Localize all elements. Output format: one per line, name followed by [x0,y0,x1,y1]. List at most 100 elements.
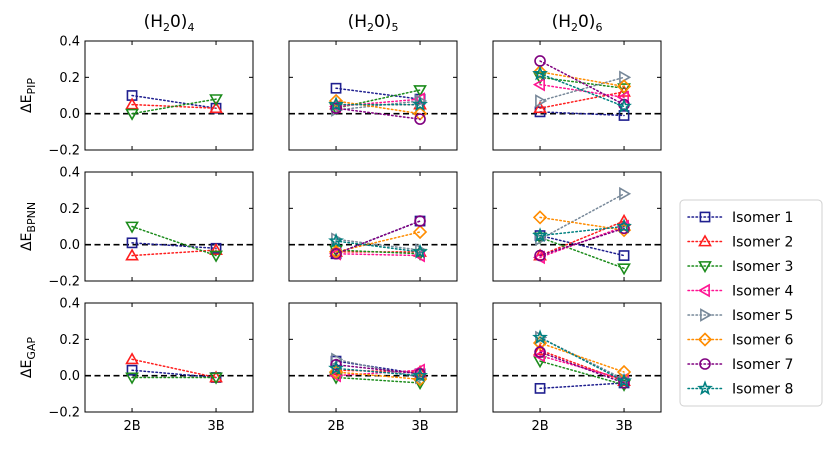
series-6 [532,210,632,238]
legend-marker [699,358,711,370]
series-8 [532,218,632,243]
legend-marker [697,380,713,396]
series-line [539,220,625,257]
ytick-label: 0.0 [59,369,80,384]
panel-frame [288,302,458,413]
series-line [131,225,217,257]
data-point-2b [125,108,139,121]
column-title-3: (H20)6 [552,12,603,34]
data-point-2b [125,352,139,365]
series-1 [534,377,630,394]
data-point-3b [618,110,630,121]
data-point-2b [535,94,548,108]
data-point-3b [412,96,428,112]
data-point-2b [328,364,344,380]
series-line [539,382,625,390]
series-1 [534,106,630,121]
series-line [335,87,421,100]
legend-marker [700,308,713,322]
ytick-label: 0.4 [59,166,80,181]
series-1 [330,82,426,105]
series-line [335,107,421,120]
panel-r3-c1: −0.2 0.0 0.2 0.4 2B 3B [48,297,254,434]
series-line [335,371,421,381]
panel-frame [84,171,254,282]
legend-entry-8: Isomer 8 [687,380,793,398]
data-point-2b [532,65,548,81]
panel-r1-c1: −0.2 0.0 0.2 0.4 [48,35,254,159]
data-point-2b [533,101,547,114]
row-label-group-2: ΔEBPNN [19,202,38,251]
data-point-2b [532,329,548,345]
data-point-2b [533,343,547,356]
series-8 [328,96,428,112]
series-line [539,72,625,108]
series-line [539,236,625,270]
panel-r3-c2: 2B 3B [288,302,458,434]
series-line [539,225,625,237]
ytick-label: 0.4 [59,35,80,50]
row-label-2: ΔEBPNN [19,202,38,251]
data-point-2b [125,221,139,234]
panel-frame [84,302,254,413]
data-point-2b [534,249,546,262]
data-point-2b [330,82,342,94]
panel-r2-c2 [288,171,458,282]
row-label-group-1: ΔEPIP [19,78,38,113]
data-point-3b [209,101,223,114]
panel-frame [84,40,254,151]
series-line [539,336,625,382]
series-line [335,100,421,111]
legend-entry-3: Isomer 3 [687,259,793,275]
data-point-3b [209,372,223,385]
panel-r2-c3 [492,171,662,282]
ytick-label: −0.2 [48,406,80,421]
xtick-label: 2B [327,419,344,434]
legend-label: Isomer 3 [732,259,793,275]
series-line [539,76,625,102]
series-line [335,220,421,255]
data-point-3b [616,218,632,234]
legend-label: Isomer 8 [732,382,793,398]
series-line [131,98,217,115]
legend-entry-4: Isomer 4 [687,284,793,300]
column-title-1: (H20)4 [144,12,195,34]
series-line [335,240,421,253]
legend-label: Isomer 2 [732,235,793,251]
data-point-2b [535,232,548,247]
data-point-3b [618,250,630,261]
series-line [131,242,217,250]
series-line [539,349,625,382]
series-line [539,76,625,89]
data-point-2b [532,77,545,92]
series-line [539,91,625,109]
data-point-3b [412,243,428,259]
data-point-3b [617,263,631,276]
legend-marker [697,332,713,347]
data-point-3b [616,372,632,388]
series-line [335,238,421,251]
series-line [539,227,625,257]
series-7 [534,346,630,389]
data-point-3b [616,98,632,114]
ytick-label: −0.2 [48,144,80,159]
legend: Isomer 1 Isomer 2 Isomer 3 Isomer 4 Isomer 5… [679,199,823,407]
data-point-3b [414,215,426,227]
data-point-3b [616,79,632,94]
series-7 [534,222,630,262]
data-point-2b [125,97,139,110]
legend-entry-1: Isomer 1 [687,210,793,226]
series-line [539,111,625,117]
data-point-3b [413,85,427,98]
legend-label: Isomer 6 [732,333,793,349]
row-label-1: ΔEPIP [19,78,38,113]
series-line [131,358,217,379]
legend-marker [699,211,711,223]
legend-label: Isomer 1 [732,210,793,226]
series-2 [125,97,223,114]
ytick-label: 0.2 [59,71,80,86]
panel-frame [288,171,458,282]
panel-frame [492,302,662,413]
legend-entry-2: Isomer 2 [687,234,793,251]
